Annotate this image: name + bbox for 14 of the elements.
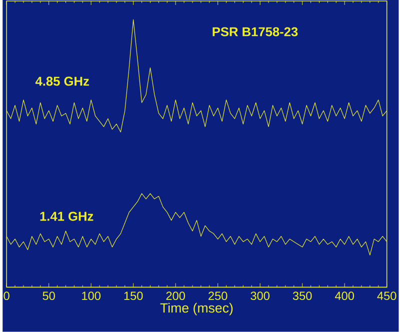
x-tick-label: 350: [292, 292, 312, 300]
x-tick-label: 100: [82, 292, 100, 300]
x-tick-label: 400: [334, 292, 354, 300]
x-axis-title: Time (msec): [160, 302, 233, 316]
x-tick-label: 50: [42, 292, 55, 300]
chart-title: PSR B1758-23: [212, 27, 298, 36]
x-tick-label: 250: [208, 292, 228, 300]
x-tick-label: 450: [377, 292, 396, 300]
x-tick-label: 200: [166, 292, 185, 300]
series-label: 4.85 GHz: [35, 76, 89, 86]
x-tick-label: 300: [250, 292, 270, 300]
x-tick-label: 150: [124, 292, 143, 300]
x-tick-label: 0: [4, 292, 10, 300]
series-label: 1.41 GHz: [40, 212, 94, 221]
